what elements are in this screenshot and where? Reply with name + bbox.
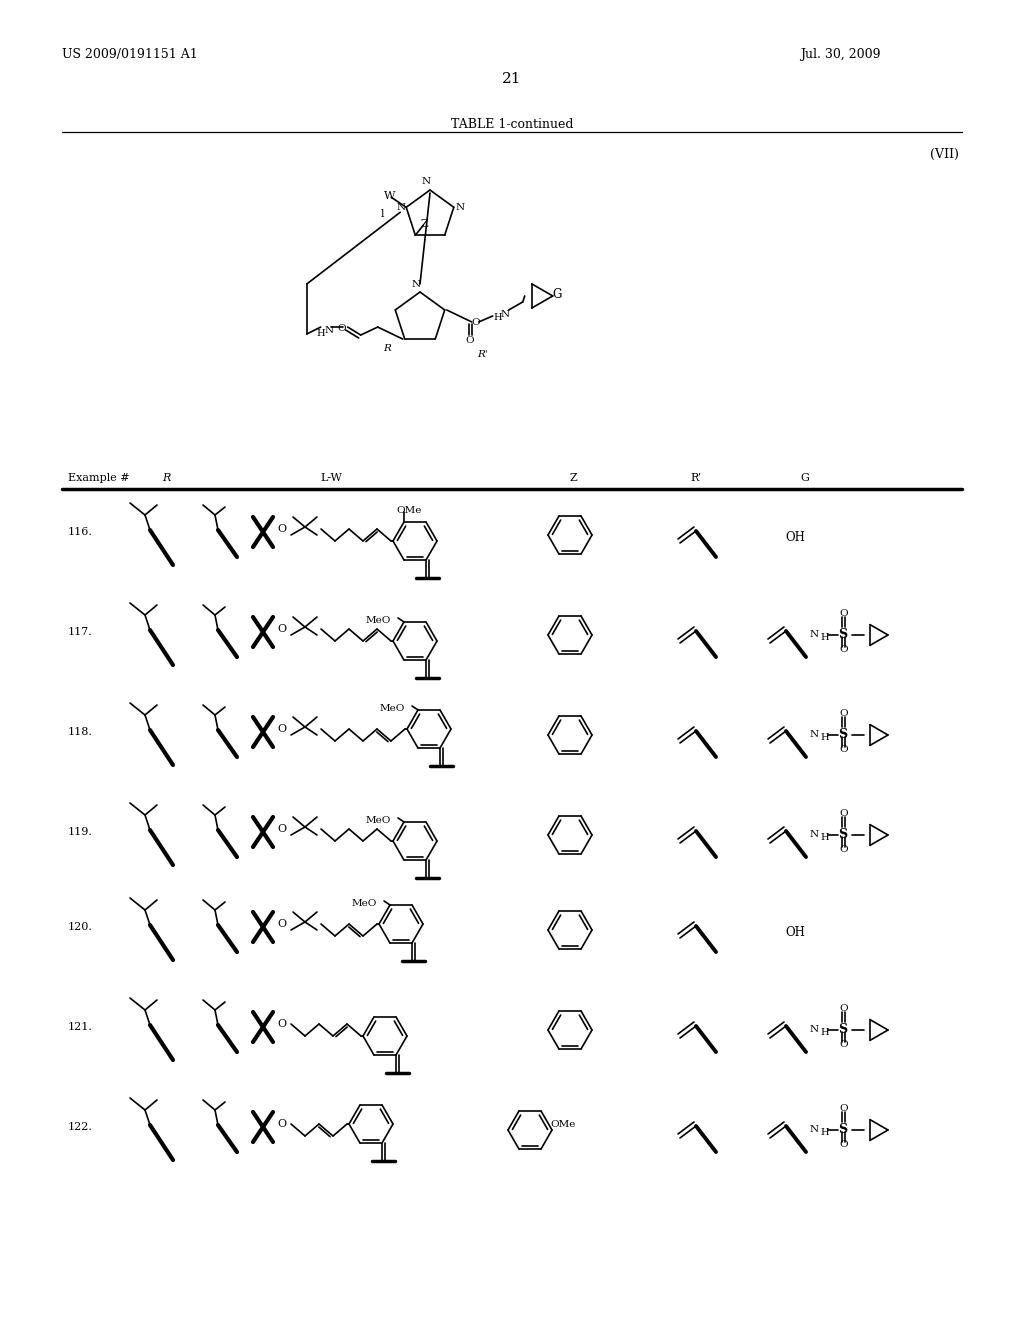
- Text: OH: OH: [785, 531, 805, 544]
- Text: 21: 21: [502, 73, 522, 86]
- Text: 117.: 117.: [68, 627, 93, 638]
- Text: Jul. 30, 2009: Jul. 30, 2009: [800, 48, 881, 61]
- Text: O: O: [278, 524, 286, 535]
- Text: N: N: [501, 310, 510, 319]
- Text: L-W: L-W: [319, 473, 342, 483]
- Text: N: N: [810, 730, 819, 739]
- Text: W: W: [384, 191, 395, 201]
- Text: O: O: [278, 723, 286, 734]
- Text: N: N: [396, 203, 406, 213]
- Text: H: H: [820, 634, 828, 642]
- Text: O: O: [839, 1040, 848, 1049]
- Text: S: S: [838, 628, 847, 642]
- Text: O: O: [466, 337, 474, 345]
- Text: MeO: MeO: [380, 704, 406, 713]
- Text: O: O: [278, 824, 286, 834]
- Text: N: N: [810, 630, 819, 639]
- Text: O: O: [839, 709, 848, 718]
- Text: H: H: [820, 1129, 828, 1137]
- Text: O: O: [278, 624, 286, 634]
- Text: H: H: [494, 313, 503, 322]
- Text: 119.: 119.: [68, 828, 93, 837]
- Text: O: O: [472, 318, 480, 327]
- Text: 121.: 121.: [68, 1022, 93, 1032]
- Text: Z: Z: [570, 473, 578, 483]
- Text: G: G: [800, 473, 809, 483]
- Text: N: N: [810, 830, 819, 840]
- Text: O: O: [839, 1104, 848, 1113]
- Text: l: l: [380, 210, 384, 219]
- Text: O: O: [839, 1005, 848, 1012]
- Text: H: H: [820, 1028, 828, 1038]
- Text: MeO: MeO: [352, 899, 378, 908]
- Text: O: O: [839, 609, 848, 618]
- Text: O: O: [278, 1119, 286, 1129]
- Text: O: O: [839, 1140, 848, 1148]
- Text: 120.: 120.: [68, 921, 93, 932]
- Text: N: N: [456, 203, 465, 213]
- Text: US 2009/0191151 A1: US 2009/0191151 A1: [62, 48, 198, 61]
- Text: MeO: MeO: [366, 616, 391, 624]
- Text: S: S: [838, 828, 847, 841]
- Text: 122.: 122.: [68, 1122, 93, 1133]
- Text: (VII): (VII): [930, 148, 958, 161]
- Text: R’: R’: [690, 473, 701, 483]
- Text: O: O: [839, 744, 848, 754]
- Text: S: S: [838, 1123, 847, 1137]
- Text: OMe: OMe: [396, 506, 421, 515]
- Text: Z: Z: [420, 219, 428, 230]
- Text: N: N: [422, 177, 430, 186]
- Text: H: H: [820, 833, 828, 842]
- Text: R': R': [477, 350, 487, 359]
- Text: G: G: [553, 288, 562, 301]
- Text: S: S: [838, 729, 847, 741]
- Text: N: N: [810, 1026, 819, 1034]
- Text: R: R: [162, 473, 170, 483]
- Text: Example #: Example #: [68, 473, 130, 483]
- Text: H: H: [820, 733, 828, 742]
- Text: MeO: MeO: [366, 816, 391, 825]
- Text: O: O: [839, 845, 848, 854]
- Text: O: O: [839, 809, 848, 818]
- Text: N: N: [325, 326, 334, 335]
- Text: TABLE 1-continued: TABLE 1-continued: [451, 117, 573, 131]
- Text: R: R: [383, 345, 390, 352]
- Text: S: S: [838, 1023, 847, 1036]
- Text: OH: OH: [785, 927, 805, 939]
- Text: O: O: [839, 645, 848, 653]
- Text: O: O: [338, 323, 346, 333]
- Text: O: O: [278, 919, 286, 929]
- Text: N: N: [412, 280, 421, 289]
- Text: OMe: OMe: [550, 1119, 575, 1129]
- Text: H: H: [316, 329, 326, 338]
- Text: O: O: [278, 1019, 286, 1030]
- Text: 118.: 118.: [68, 727, 93, 737]
- Text: 116.: 116.: [68, 527, 93, 537]
- Text: N: N: [810, 1125, 819, 1134]
